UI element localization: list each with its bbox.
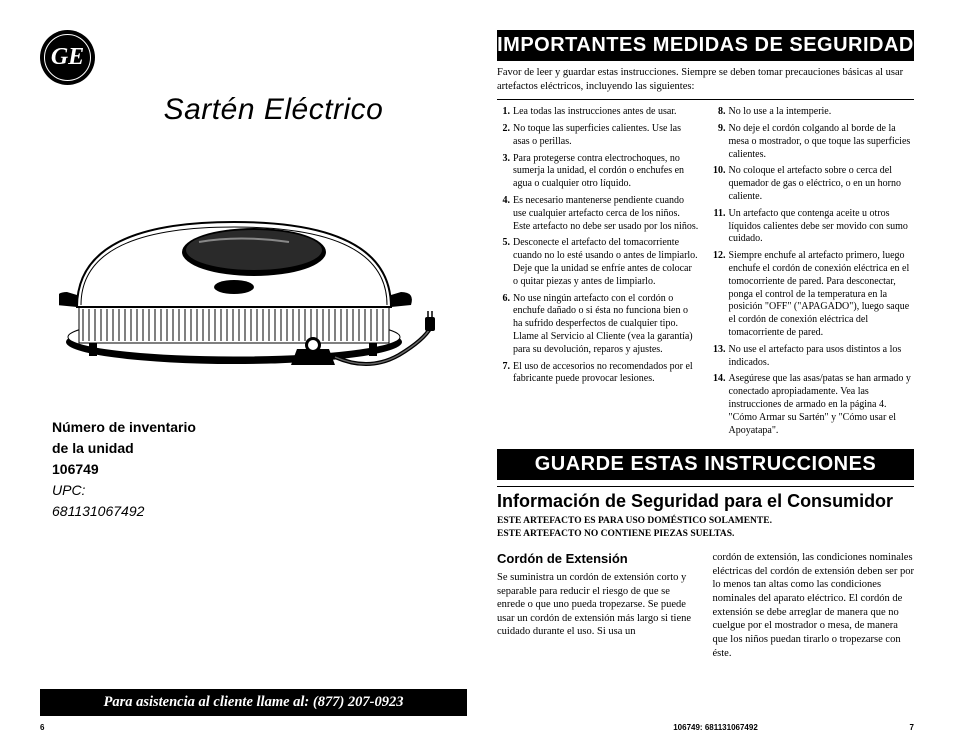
ge-logo: GE: [40, 30, 95, 85]
safety-columns: 1.Lea todas las instrucciones antes de u…: [497, 99, 914, 441]
safety-item: 1.Lea todas las instrucciones antes de u…: [497, 106, 699, 119]
safety-item: 8.No lo use a la intemperie.: [713, 106, 915, 119]
safety-header: IMPORTANTES MEDIDAS DE SEGURIDAD: [497, 30, 914, 61]
inventory-stock: 106749: [52, 459, 457, 480]
inventory-block: Número de inventario de la unidad 106749…: [52, 417, 457, 522]
safety-item: 13.No use el artefacto para usos distint…: [713, 344, 915, 370]
product-illustration: [59, 177, 439, 377]
extension-cord-section: Cordón de Extensión Se suministra un cor…: [497, 551, 914, 660]
page-number-right: 7: [910, 723, 914, 732]
safety-col-right: 8.No lo use a la intemperie. 9.No deje e…: [713, 106, 915, 441]
safety-item: 4.Es necesario mantenerse pendiente cuan…: [497, 195, 699, 233]
safety-item: 14.Asegúrese que las asas/patas se han a…: [713, 373, 915, 437]
safety-item: 3.Para protegerse contra electrochoques,…: [497, 153, 699, 191]
safety-item: 10.No coloque el artefacto sobre o cerca…: [713, 165, 915, 203]
document-spread: GE Sartén Eléctrico: [0, 0, 954, 738]
safety-item: 11.Un artefacto que contenga aceite u ot…: [713, 208, 915, 246]
upc-label: UPC:: [52, 480, 457, 501]
product-title: Sartén Eléctrico: [90, 93, 457, 127]
left-page: GE Sartén Eléctrico: [0, 0, 477, 738]
ext-col-right: cordón de extensión, las condiciones nom…: [713, 551, 915, 660]
safety-col-left: 1.Lea todas las instrucciones antes de u…: [497, 106, 699, 441]
inventory-label-1: Número de inventario: [52, 417, 457, 438]
logo-text: GE: [51, 44, 84, 71]
assistance-bar: Para asistencia al cliente llame al: (87…: [40, 689, 467, 716]
right-page: IMPORTANTES MEDIDAS DE SEGURIDAD Favor d…: [477, 0, 954, 738]
safety-item: 7.El uso de accesorios no recomendados p…: [497, 361, 699, 387]
safety-item: 2.No toque las superficies calientes. Us…: [497, 123, 699, 149]
safety-item: 6.No use ningún artefacto con el cordón …: [497, 293, 699, 357]
ext-col-left: Cordón de Extensión Se suministra un cor…: [497, 551, 699, 660]
safety-item: 5.Desconecte el artefacto del tomacorrie…: [497, 237, 699, 288]
footer-code: 106749: 681131067492: [673, 723, 758, 732]
ext-text-right: cordón de extensión, las condiciones nom…: [713, 551, 915, 660]
consumer-title: Información de Seguridad para el Consumi…: [497, 491, 914, 512]
safety-item: 12.Siempre enchufe al artefacto primero,…: [713, 250, 915, 340]
page-number-left: 6: [40, 723, 44, 732]
safety-intro: Favor de leer y guardar estas instruccio…: [497, 66, 914, 93]
save-header: GUARDE ESTAS INSTRUCCIONES: [497, 449, 914, 480]
inventory-label-2: de la unidad: [52, 438, 457, 459]
consumer-subtitle: ESTE ARTEFACTO ES PARA USO DOMÉSTICO SOL…: [497, 515, 914, 541]
safety-item: 9.No deje el cordón colgando al borde de…: [713, 123, 915, 161]
ext-text-left: Se suministra un cordón de extensión cor…: [497, 571, 699, 639]
section-rule: [497, 486, 914, 487]
upc-value: 681131067492: [52, 501, 457, 522]
ext-heading: Cordón de Extensión: [497, 551, 699, 568]
